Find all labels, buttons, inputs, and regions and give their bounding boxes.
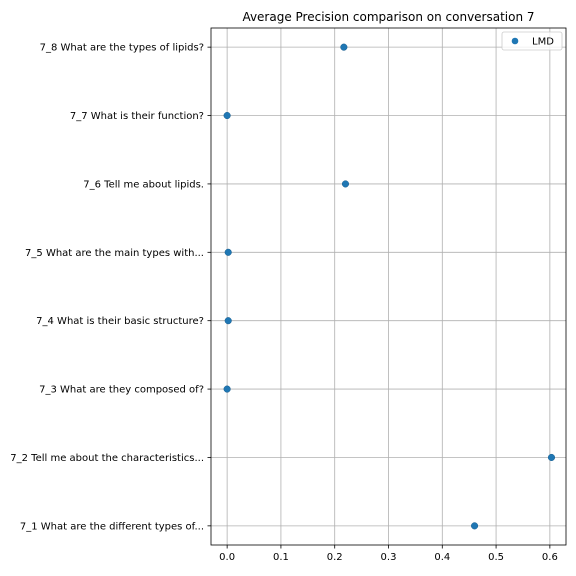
x-tick-label: 0.6 — [542, 552, 558, 563]
points-layer — [223, 43, 556, 530]
x-tick-label: 0.3 — [381, 552, 397, 563]
data-point — [471, 522, 479, 530]
y-axis: 7_1 What are the different types of... 7_… — [10, 43, 211, 532]
data-point — [340, 43, 348, 51]
x-tick-label: 0.4 — [434, 552, 450, 563]
x-tick-label: 0.0 — [219, 552, 235, 563]
legend-marker — [511, 37, 519, 45]
x-axis: 0.0 0.1 0.2 0.3 0.4 0.5 0.6 — [219, 545, 558, 563]
y-tick-label: 7_1 What are the different types of... — [20, 521, 204, 532]
y-tick-label: 7_8 What are the types of lipids? — [40, 43, 204, 54]
data-point — [547, 453, 556, 462]
y-tick-label: 7_6 Tell me about lipids. — [83, 179, 204, 190]
data-point — [341, 180, 350, 188]
y-tick-label: 7_7 What is their function? — [70, 111, 204, 122]
y-tick-label: 7_3 What are they composed of? — [39, 385, 204, 396]
x-tick-label: 0.1 — [273, 552, 289, 563]
grid-layer — [211, 28, 566, 545]
legend-box — [501, 31, 563, 51]
y-tick-label: 7_5 What are the main types with... — [25, 248, 204, 259]
x-tick-label: 0.2 — [327, 552, 343, 563]
data-point — [223, 385, 231, 393]
x-tick-label: 0.5 — [488, 552, 504, 563]
chart-title: Average Precision comparison on conversa… — [242, 10, 534, 24]
y-tick-label: 7_4 What is their basic structure? — [36, 316, 204, 327]
legend: LMD — [501, 31, 563, 51]
y-tick-label: 7_2 Tell me about the characteristics... — [10, 453, 204, 464]
data-point — [224, 248, 232, 256]
legend-label: LMD — [532, 37, 554, 48]
data-point — [224, 317, 232, 325]
data-point — [223, 111, 231, 120]
